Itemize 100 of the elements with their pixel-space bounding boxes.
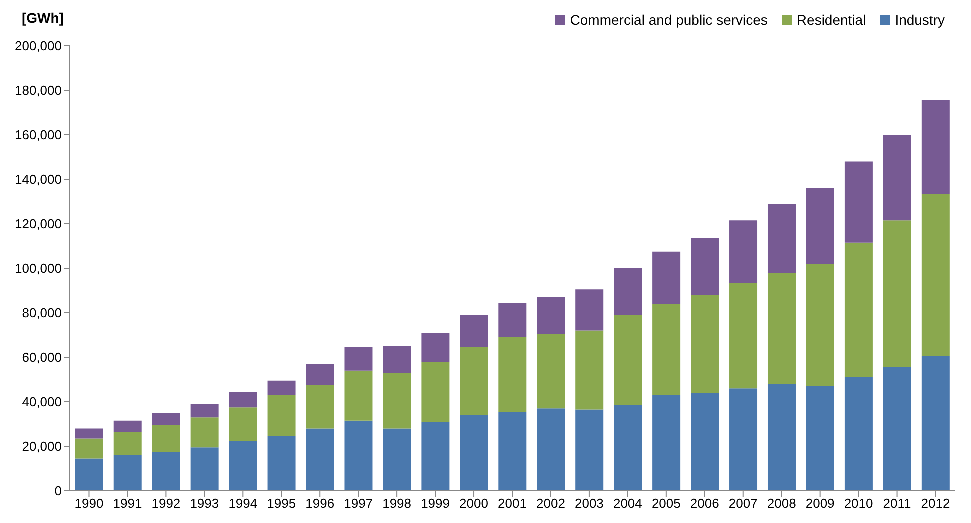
- x-tick-label: 2009: [806, 496, 835, 512]
- bar: [229, 440, 258, 491]
- bar: [306, 364, 334, 386]
- x-tick-label: 2004: [613, 496, 642, 512]
- bar: [190, 448, 219, 491]
- bar: [844, 378, 873, 491]
- bar: [730, 282, 758, 389]
- bar: [75, 428, 104, 439]
- bar: [652, 252, 681, 304]
- y-tick-label: 60,000: [22, 350, 62, 366]
- bar: [537, 297, 566, 334]
- bar: [806, 264, 834, 386]
- bar: [768, 384, 796, 491]
- y-tick-label: 100,000: [15, 261, 62, 276]
- x-tick-label: 1990: [74, 496, 104, 512]
- bar: [190, 418, 219, 448]
- x-tick-label: 1998: [382, 496, 412, 512]
- y-tick-label: 120,000: [15, 216, 62, 232]
- bar: [537, 408, 566, 491]
- x-tick-label: 2007: [728, 496, 758, 512]
- bar: [498, 337, 527, 412]
- bar: [422, 422, 450, 491]
- x-tick-label: 2006: [690, 496, 720, 512]
- bar: [768, 272, 796, 384]
- y-tick-label: 80,000: [22, 306, 62, 321]
- bar: [344, 420, 373, 491]
- bar: [268, 436, 296, 491]
- bar: [344, 370, 373, 421]
- bar: [460, 415, 488, 491]
- bar: [152, 425, 180, 452]
- bar: [344, 347, 373, 371]
- x-tick-label: 1999: [421, 496, 450, 512]
- x-tick-label: 1995: [267, 496, 296, 512]
- bar: [268, 380, 296, 396]
- bar: [537, 334, 566, 409]
- bar: [922, 194, 950, 356]
- legend-label: Commercial and public services: [569, 12, 768, 28]
- x-tick-label: 1994: [228, 496, 258, 512]
- bar: [268, 395, 296, 436]
- bar: [806, 386, 834, 491]
- bar: [614, 268, 642, 316]
- bar: [460, 315, 488, 348]
- y-tick-label: 0: [54, 484, 62, 499]
- bar: [383, 346, 412, 374]
- bar: [768, 204, 796, 273]
- bar: [152, 452, 180, 491]
- bar: [114, 420, 142, 432]
- bar: [652, 304, 681, 396]
- bar: [576, 410, 604, 491]
- x-tick-label: 2008: [767, 496, 796, 512]
- bar: [306, 428, 334, 491]
- bar: [691, 295, 720, 394]
- y-tick-label: 200,000: [15, 38, 62, 54]
- x-tick-label: 1996: [306, 496, 335, 512]
- x-tick-label: 2012: [921, 496, 950, 512]
- bar: [730, 220, 758, 283]
- x-tick-label: 2011: [883, 496, 912, 512]
- y-tick-label: 140,000: [15, 172, 62, 188]
- bar: [614, 315, 642, 406]
- x-tick-label: 1997: [344, 496, 374, 512]
- bar: [460, 347, 488, 416]
- bar: [922, 100, 950, 194]
- bar: [114, 432, 142, 456]
- legend-label: Industry: [894, 12, 945, 28]
- legend-label: Residential: [796, 12, 866, 28]
- y-tick-label: 40,000: [22, 394, 62, 410]
- bar: [576, 330, 604, 410]
- x-tick-label: 1993: [190, 496, 220, 512]
- bar: [844, 242, 873, 378]
- bar: [229, 408, 258, 441]
- y-tick-label: 180,000: [15, 83, 62, 98]
- bar: [614, 405, 642, 491]
- bar: [576, 290, 604, 331]
- x-tick-label: 2005: [652, 496, 681, 512]
- bar: [229, 392, 258, 408]
- x-tick-label: 1992: [152, 496, 181, 512]
- x-tick-label: 2002: [536, 496, 566, 512]
- bar: [498, 412, 527, 491]
- y-axis-title: [GWh]: [22, 10, 64, 26]
- bar: [114, 455, 142, 491]
- bar: [652, 395, 681, 491]
- bar: [922, 356, 950, 491]
- bar: [498, 302, 527, 338]
- x-tick-label: 2000: [460, 496, 488, 512]
- y-tick-label: 160,000: [15, 128, 62, 143]
- bar: [383, 373, 412, 429]
- bar: [730, 388, 758, 491]
- bar: [883, 135, 912, 221]
- bar: [383, 428, 412, 491]
- x-tick-label: 2010: [844, 496, 874, 512]
- bar: [306, 385, 334, 429]
- bar: [883, 368, 912, 491]
- bar: [844, 162, 873, 243]
- bar: [75, 438, 104, 459]
- bar: [691, 393, 720, 491]
- x-tick-label: 2001: [498, 496, 527, 512]
- x-tick-label: 2003: [574, 496, 604, 512]
- x-tick-label: 1991: [113, 496, 142, 512]
- y-tick-label: 20,000: [22, 439, 62, 454]
- bar: [806, 188, 834, 264]
